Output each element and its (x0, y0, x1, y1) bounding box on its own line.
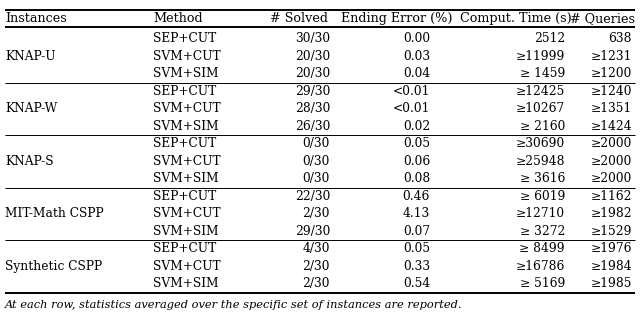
Text: ≥1351: ≥1351 (591, 102, 632, 115)
Text: 26/30: 26/30 (294, 120, 330, 133)
Text: ≥ 6019: ≥ 6019 (520, 190, 565, 203)
Text: SVM+CUT: SVM+CUT (153, 155, 221, 168)
Text: ≥1231: ≥1231 (591, 50, 632, 63)
Text: ≥1985: ≥1985 (591, 277, 632, 290)
Text: ≥2000: ≥2000 (591, 137, 632, 150)
Text: KNAP-S: KNAP-S (5, 155, 54, 168)
Text: <0.01: <0.01 (392, 102, 430, 115)
Text: ≥1240: ≥1240 (591, 85, 632, 98)
Text: 0.33: 0.33 (403, 260, 430, 273)
Text: SVM+SIM: SVM+SIM (153, 67, 219, 80)
Text: ≥16786: ≥16786 (516, 260, 565, 273)
Text: SVM+CUT: SVM+CUT (153, 260, 221, 273)
Text: KNAP-W: KNAP-W (5, 102, 57, 115)
Text: ≥1424: ≥1424 (590, 120, 632, 133)
Text: ≥11999: ≥11999 (516, 50, 565, 63)
Text: Method: Method (153, 12, 203, 25)
Text: Ending Error (%): Ending Error (%) (341, 12, 452, 25)
Text: 30/30: 30/30 (295, 32, 330, 45)
Text: MIT-Math CSPP: MIT-Math CSPP (5, 207, 104, 220)
Text: 0.46: 0.46 (403, 190, 430, 203)
Text: Synthetic CSPP: Synthetic CSPP (5, 260, 102, 273)
Text: <0.01: <0.01 (392, 85, 430, 98)
Text: ≥ 2160: ≥ 2160 (520, 120, 565, 133)
Text: ≥10267: ≥10267 (516, 102, 565, 115)
Text: ≥25948: ≥25948 (515, 155, 565, 168)
Text: 0.08: 0.08 (403, 172, 430, 185)
Text: ≥ 8499: ≥ 8499 (520, 242, 565, 255)
Text: 29/30: 29/30 (294, 85, 330, 98)
Text: At each row, statistics averaged over the specific set of instances are reported: At each row, statistics averaged over th… (5, 300, 463, 309)
Text: 0/30: 0/30 (303, 137, 330, 150)
Text: 22/30: 22/30 (294, 190, 330, 203)
Text: 0.06: 0.06 (403, 155, 430, 168)
Text: SEP+CUT: SEP+CUT (153, 242, 216, 255)
Text: 0.03: 0.03 (403, 50, 430, 63)
Text: 2512: 2512 (534, 32, 565, 45)
Text: ≥2000: ≥2000 (591, 155, 632, 168)
Text: ≥30690: ≥30690 (516, 137, 565, 150)
Text: ≥ 5169: ≥ 5169 (520, 277, 565, 290)
Text: 0.05: 0.05 (403, 242, 430, 255)
Text: ≥1200: ≥1200 (591, 67, 632, 80)
Text: ≥1976: ≥1976 (591, 242, 632, 255)
Text: 28/30: 28/30 (294, 102, 330, 115)
Text: ≥1162: ≥1162 (591, 190, 632, 203)
Text: SEP+CUT: SEP+CUT (153, 32, 216, 45)
Text: 2/30: 2/30 (303, 277, 330, 290)
Text: SEP+CUT: SEP+CUT (153, 85, 216, 98)
Text: 0.54: 0.54 (403, 277, 430, 290)
Text: ≥ 3272: ≥ 3272 (520, 225, 565, 238)
Text: 29/30: 29/30 (294, 225, 330, 238)
Text: ≥1982: ≥1982 (590, 207, 632, 220)
Text: 0/30: 0/30 (303, 155, 330, 168)
Text: ≥1984: ≥1984 (590, 260, 632, 273)
Text: 4.13: 4.13 (403, 207, 430, 220)
Text: KNAP-U: KNAP-U (5, 50, 56, 63)
Text: 2/30: 2/30 (303, 260, 330, 273)
Text: # Solved: # Solved (270, 12, 328, 25)
Text: ≥12710: ≥12710 (516, 207, 565, 220)
Text: 0/30: 0/30 (303, 172, 330, 185)
Text: 20/30: 20/30 (295, 50, 330, 63)
Text: SVM+SIM: SVM+SIM (153, 172, 219, 185)
Text: ≥2000: ≥2000 (591, 172, 632, 185)
Text: Instances: Instances (5, 12, 67, 25)
Text: SVM+SIM: SVM+SIM (153, 225, 219, 238)
Text: SEP+CUT: SEP+CUT (153, 190, 216, 203)
Text: ≥1529: ≥1529 (591, 225, 632, 238)
Text: 2/30: 2/30 (303, 207, 330, 220)
Text: 0.02: 0.02 (403, 120, 430, 133)
Text: 0.00: 0.00 (403, 32, 430, 45)
Text: # Queries: # Queries (570, 12, 634, 25)
Text: SVM+CUT: SVM+CUT (153, 50, 221, 63)
Text: 0.05: 0.05 (403, 137, 430, 150)
Text: ≥ 3616: ≥ 3616 (520, 172, 565, 185)
Text: 20/30: 20/30 (295, 67, 330, 80)
Text: SVM+SIM: SVM+SIM (153, 120, 219, 133)
Text: Comput. Time (s): Comput. Time (s) (460, 12, 572, 25)
Text: 0.04: 0.04 (403, 67, 430, 80)
Text: 0.07: 0.07 (403, 225, 430, 238)
Text: ≥12425: ≥12425 (516, 85, 565, 98)
Text: SVM+SIM: SVM+SIM (153, 277, 219, 290)
Text: ≥ 1459: ≥ 1459 (520, 67, 565, 80)
Text: SVM+CUT: SVM+CUT (153, 102, 221, 115)
Text: SVM+CUT: SVM+CUT (153, 207, 221, 220)
Text: 4/30: 4/30 (303, 242, 330, 255)
Text: SEP+CUT: SEP+CUT (153, 137, 216, 150)
Text: 638: 638 (609, 32, 632, 45)
